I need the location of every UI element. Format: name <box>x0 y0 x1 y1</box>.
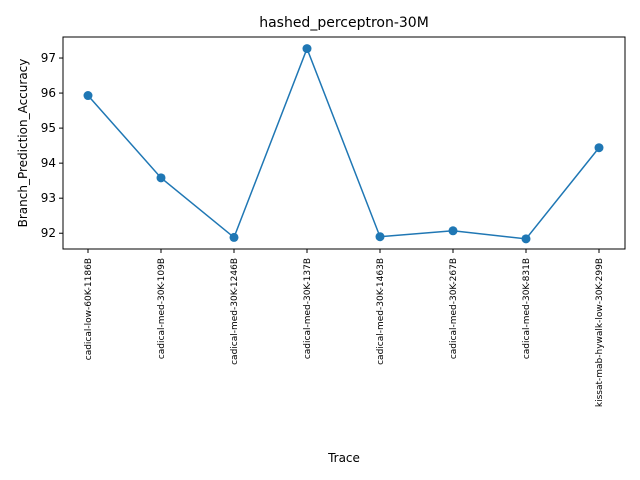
y-tick-label: 96 <box>41 86 56 100</box>
x-tick-label: cadical-med-30K-1463B <box>376 258 386 365</box>
y-tick-label: 92 <box>41 226 56 240</box>
data-point <box>594 143 604 153</box>
x-tick-label: cadical-med-30K-109B <box>157 258 167 359</box>
y-axis-label: Branch_Prediction_Accuracy <box>16 59 30 228</box>
data-point <box>83 91 93 101</box>
data-point <box>375 232 385 242</box>
x-tick-label: cadical-med-30K-831B <box>522 258 532 359</box>
x-axis-label: Trace <box>327 451 360 465</box>
x-axis: cadical-low-60K-1186B cadical-med-30K-109… <box>84 249 605 407</box>
series-line <box>87 46 600 240</box>
x-tick-label: cadical-med-30K-137B <box>303 258 313 359</box>
x-tick-label: cadical-med-30K-267B <box>449 258 459 359</box>
data-point <box>156 173 166 183</box>
plot-frame <box>62 36 626 250</box>
data-point <box>229 232 239 242</box>
y-tick-label: 95 <box>41 121 56 135</box>
y-tick-label: 94 <box>41 156 56 170</box>
data-point <box>302 44 312 54</box>
x-tick-label: cadical-med-30K-1246B <box>230 258 240 365</box>
chart-title: hashed_perceptron-30M <box>259 15 429 31</box>
y-tick-label: 97 <box>41 51 56 65</box>
x-tick-label: cadical-low-60K-1186B <box>84 258 94 360</box>
y-axis: 92 93 94 95 96 97 <box>41 51 63 240</box>
data-point <box>521 234 531 244</box>
series-group <box>83 44 604 244</box>
data-point <box>448 226 458 236</box>
x-tick-label: kissat-mab-hywalk-low-30K-299B <box>595 258 605 407</box>
y-tick-label: 93 <box>41 191 56 205</box>
